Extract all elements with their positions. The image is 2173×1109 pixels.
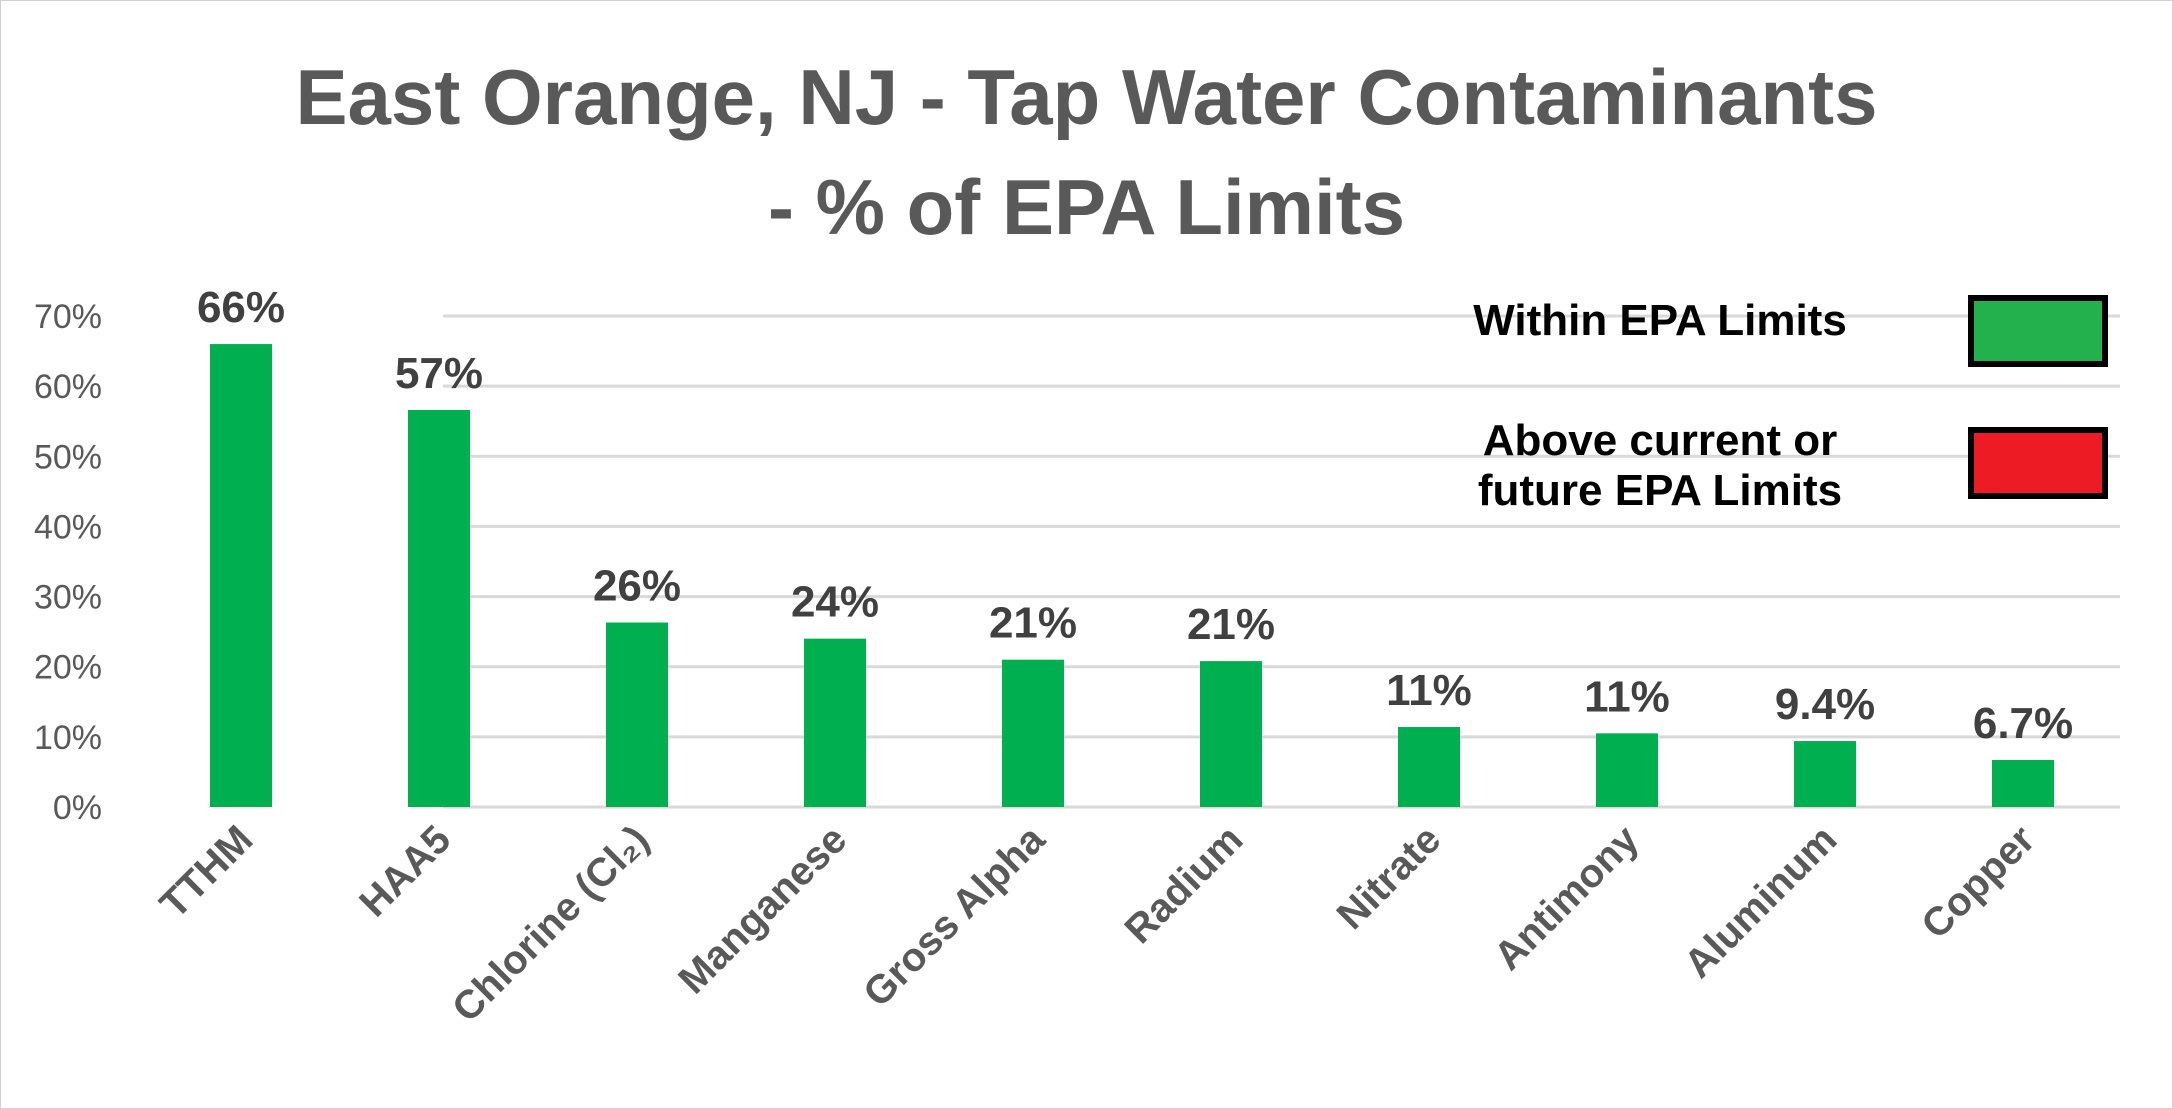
title-line-1: East Orange, NJ - Tap Water Contaminants xyxy=(295,53,1878,141)
x-tick-label: Nitrate xyxy=(1329,817,1450,938)
legend-swatch-within xyxy=(1968,295,2108,367)
y-tick-label: 30% xyxy=(34,579,102,617)
x-tick-label: Chlorine (Cl₂) xyxy=(444,817,657,1030)
legend-label-line: future EPA Limits xyxy=(1477,466,1843,515)
bar xyxy=(1794,741,1856,807)
data-label: 21% xyxy=(1187,600,1275,649)
data-label: 11% xyxy=(1584,672,1670,721)
bar xyxy=(1596,733,1658,807)
legend-swatch-above xyxy=(1968,427,2108,499)
y-tick-label: 50% xyxy=(34,438,102,476)
x-tick-label: Radium xyxy=(1117,817,1252,952)
legend-label-above: Above current or future EPA Limits xyxy=(1390,416,1930,516)
chart-title: East Orange, NJ - Tap Water Contaminants… xyxy=(0,42,2173,262)
data-label: 6.7% xyxy=(1973,699,2073,748)
y-tick-label: 40% xyxy=(34,508,102,546)
bar xyxy=(210,344,272,807)
legend-label-line: Above current or xyxy=(1482,416,1838,465)
data-label: 66% xyxy=(197,283,285,332)
data-label: 9.4% xyxy=(1775,680,1875,729)
bar xyxy=(804,638,866,807)
x-tick-label: Manganese xyxy=(670,817,855,1002)
title-line-2: - % of EPA Limits xyxy=(767,163,1406,251)
x-tick-label: Gross Alpha xyxy=(855,817,1054,1016)
y-tick-label: 0% xyxy=(53,789,102,827)
data-label: 26% xyxy=(593,562,681,611)
data-label: 11% xyxy=(1386,666,1472,715)
y-tick-label: 20% xyxy=(34,649,102,687)
bar xyxy=(1002,659,1064,807)
x-tick-label: HAA5 xyxy=(351,817,459,925)
data-label: 57% xyxy=(395,349,483,398)
x-tick-label: Aluminum xyxy=(1676,817,1845,986)
data-label: 24% xyxy=(791,578,879,627)
x-tick-label: TTHM xyxy=(152,817,262,927)
data-label: 21% xyxy=(989,599,1077,648)
y-tick-label: 10% xyxy=(34,719,102,757)
bar xyxy=(606,622,668,807)
bar xyxy=(1200,661,1262,807)
x-tick-label: Antimony xyxy=(1486,817,1648,979)
legend-label-line: Within EPA Limits xyxy=(1473,296,1847,345)
bar xyxy=(408,409,470,807)
x-tick-label: Copper xyxy=(1913,817,2043,947)
y-tick-label: 60% xyxy=(34,368,102,406)
legend-label-within: Within EPA Limits xyxy=(1390,296,1930,346)
bar xyxy=(1398,727,1460,807)
bar xyxy=(1992,760,2054,807)
y-tick-label: 70% xyxy=(34,298,102,336)
